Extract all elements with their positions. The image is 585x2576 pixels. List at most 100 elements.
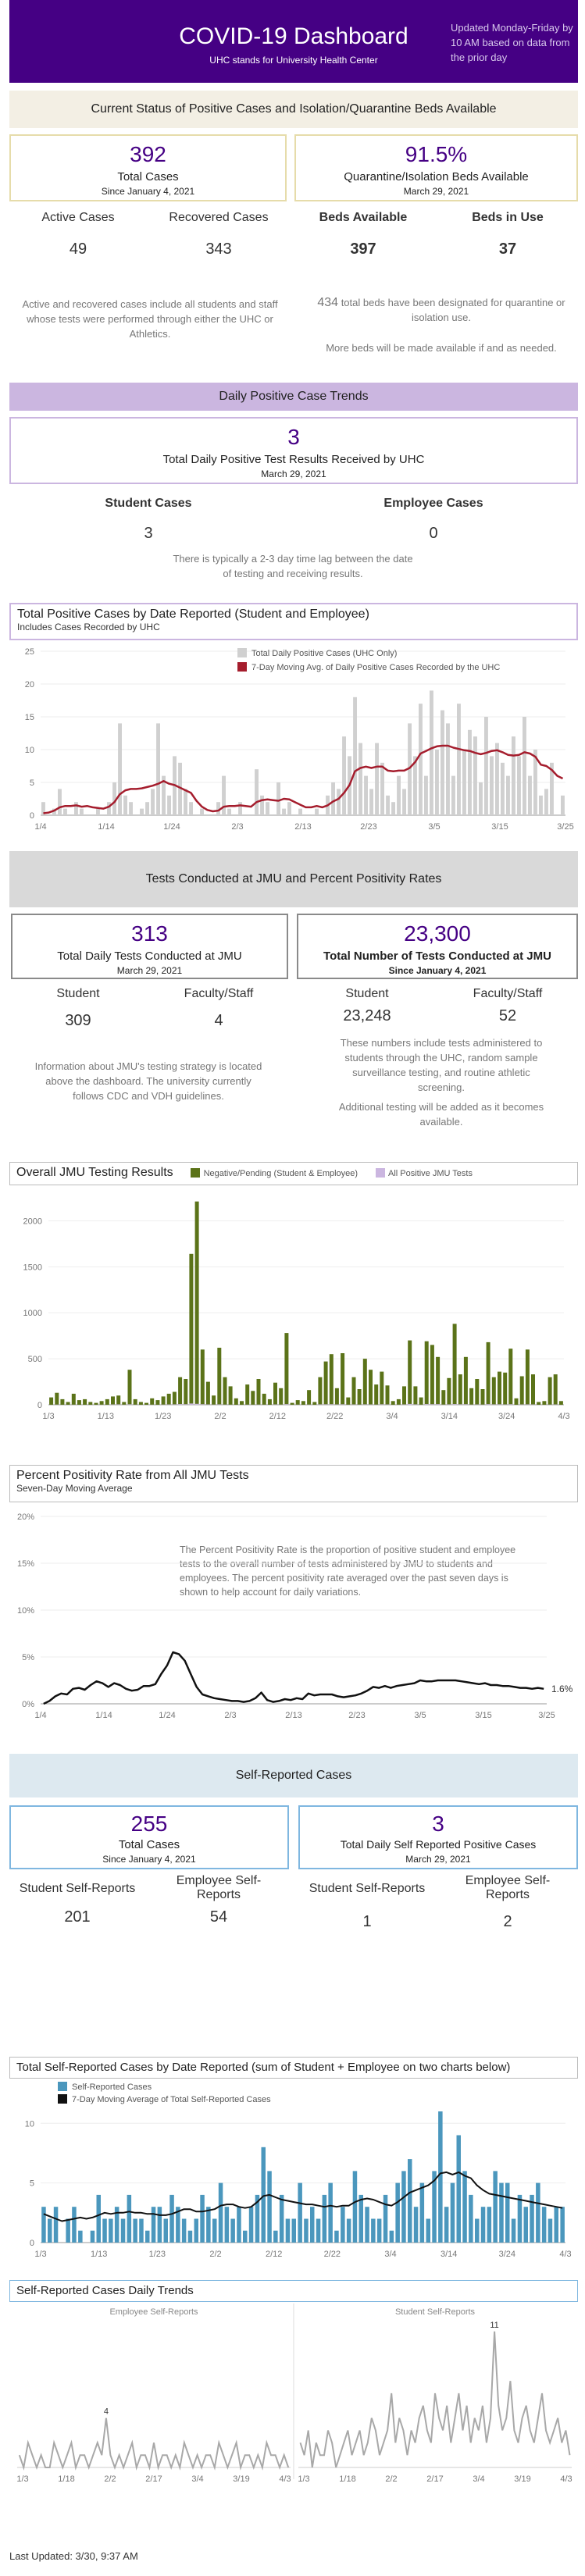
chart3-end-label: 1.6% <box>551 1683 573 1694</box>
student-tests-total-label: Student <box>345 987 389 1000</box>
chart2-bar-negative <box>508 1349 513 1405</box>
chart3-x-tick: 2/13 <box>285 1711 301 1720</box>
student-self-label: Student Self-Reports <box>19 1882 136 1895</box>
total-tests-label: Total Number of Tests Conducted at JMU <box>323 950 551 963</box>
chart5-student-x-tick: 2/2 <box>385 2474 397 2484</box>
student-cases-label: Student Cases <box>105 497 192 510</box>
chart4-bar <box>304 2218 309 2243</box>
beds-available-label: Beds Available <box>319 211 408 224</box>
chart2-bar-negative <box>228 1386 233 1405</box>
chart5-svg: Employee Self-Reports 1/3 1/18 2/2 2/17 3/4 3/… <box>16 2303 573 2484</box>
chart2-title-box: Overall JMU Testing Results Negative/Pen… <box>9 1162 578 1185</box>
chart2-bar-negative <box>537 1402 541 1405</box>
chart1-bar <box>123 795 127 815</box>
chart1-bar <box>484 717 488 815</box>
chart5-employee-panel-title: Employee Self-Reports <box>109 2307 198 2317</box>
chart2-bar-negative <box>301 1401 305 1405</box>
self-daily-card: 3 Total Daily Self Reported Positive Cas… <box>298 1805 578 1869</box>
chart2-bar-negative <box>251 1391 255 1405</box>
self-daily-label: Total Daily Self Reported Positive Cases <box>340 1838 537 1851</box>
chart1-bar <box>539 795 543 815</box>
chart2-bar-negative <box>133 1398 137 1405</box>
self-total-sub: Since January 4, 2021 <box>102 1854 196 1865</box>
chart2-bar-positive <box>178 1404 183 1405</box>
chart4-bar <box>90 2230 95 2243</box>
chart4-bar <box>102 2218 107 2243</box>
chart2-bar-negative <box>458 1374 462 1405</box>
chart5-employee-x-tick: 1/18 <box>58 2474 74 2484</box>
chart1-x-tick: 2/3 <box>231 822 243 832</box>
chart2-bar-negative <box>267 1398 272 1405</box>
chart2-bar-negative <box>357 1389 362 1405</box>
chart4-bar <box>145 2230 150 2243</box>
chart4-x-tick: 3/24 <box>499 2250 515 2259</box>
chart4-bar <box>109 2218 113 2243</box>
chart1-bar <box>129 802 133 815</box>
chart2-x-tick: 1/13 <box>98 1412 114 1421</box>
chart4-bar <box>358 2194 363 2243</box>
chart2-bar-negative <box>558 1401 563 1405</box>
chart4-bar <box>78 2230 83 2243</box>
chart4-bar <box>72 2207 77 2243</box>
chart2-bar-negative <box>223 1377 227 1405</box>
chart5-student-x-tick: 4/3 <box>560 2474 572 2484</box>
chart2-bar-negative <box>346 1397 351 1405</box>
chart4-bar <box>298 2182 302 2243</box>
chart1-legend-swatch-total <box>237 648 247 657</box>
chart1-subtitle: Includes Cases Recorded by UHC <box>17 622 160 632</box>
beds-available-value: 397 <box>350 240 376 258</box>
chart4-bar <box>243 2230 248 2243</box>
positivity-annotation: The Percent Positivity Rate is the propo… <box>180 1545 516 1598</box>
chart2-bar-negative <box>362 1359 367 1405</box>
chart2-bar-negative <box>369 1370 373 1405</box>
self-daily-value: 3 <box>432 1812 444 1836</box>
chart4-moving-avg-line <box>43 2171 563 2222</box>
chart1-bar <box>517 756 521 815</box>
daily-tests-sub: March 29, 2021 <box>116 965 183 976</box>
chart1-bar <box>315 808 319 815</box>
chart1-bar <box>523 717 526 815</box>
employee-self-daily-value: 2 <box>503 1913 512 1930</box>
chart5-employee-x-tick: 4/3 <box>279 2474 291 2484</box>
chart1-bar <box>96 808 100 815</box>
chart2-bar-negative <box>430 1345 434 1405</box>
chart4-legend-avg: 7-Day Moving Average of Total Self-Repor… <box>72 2095 271 2104</box>
chart2-bar-negative <box>94 1402 98 1405</box>
chart2-bar-negative <box>491 1377 496 1405</box>
chart1-bar <box>184 789 187 815</box>
chart4-bar <box>346 2218 351 2243</box>
chart4-bar <box>133 2218 137 2243</box>
chart1-bar <box>287 802 291 815</box>
chart5-student-x-tick: 1/18 <box>339 2474 355 2484</box>
chart2-bar-positive <box>525 1404 530 1405</box>
chart5-employee-x-tick: 3/19 <box>233 2474 249 2484</box>
chart3-positivity-line <box>43 1651 544 1705</box>
chart2-bar-positive <box>329 1404 334 1405</box>
chart4-y-tick: 5 <box>30 2179 34 2189</box>
chart4-bar <box>53 2207 59 2243</box>
chart1-bar <box>216 802 220 815</box>
chart2-y-tick: 0 <box>37 1401 42 1410</box>
chart4-bar <box>206 2207 211 2243</box>
chart1-bar <box>162 775 166 815</box>
chart2-bar-positive <box>508 1404 513 1405</box>
section-banner-tests: Tests Conducted at JMU and Percent Posit… <box>9 851 578 907</box>
chart1-bar <box>200 808 204 815</box>
chart2-bar-positive <box>447 1404 451 1405</box>
chart2-bar-positive <box>116 1404 121 1405</box>
chart4-x-tick: 3/14 <box>441 2250 457 2259</box>
chart1-bar <box>80 808 84 815</box>
chart3-y-tick: 5% <box>22 1653 34 1662</box>
employee-self-value: 54 <box>209 1908 228 1926</box>
chart2-bar-negative <box>408 1340 412 1405</box>
faculty-tests-total: 52 <box>498 1007 517 1024</box>
active-cases-label: Active Cases <box>41 211 115 224</box>
chart2-bar-negative <box>498 1371 501 1405</box>
chart4-bar <box>169 2194 174 2243</box>
legend-negative-swatch <box>191 1167 201 1178</box>
chart1-bar <box>386 795 390 815</box>
chart4-bar <box>139 2218 144 2243</box>
employee-cases-value: 0 <box>429 525 438 542</box>
chart2-bar-negative <box>155 1400 160 1405</box>
chart5-employee-x-tick: 2/2 <box>104 2474 116 2484</box>
